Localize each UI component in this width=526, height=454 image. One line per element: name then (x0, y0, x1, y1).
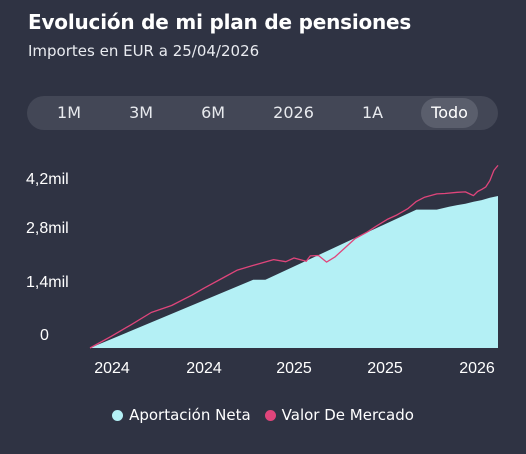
series-area-aportacion-neta (90, 196, 498, 348)
legend-dot-aportacion (112, 409, 124, 421)
x-tick-label: 2025 (367, 360, 403, 377)
pension-chart: 4,2mil 2,8mil 1,4mil 0 2024 2024 2025 20… (26, 164, 499, 377)
chart-subtitle: Importes en EUR a 25/04/2026 (28, 42, 260, 60)
legend-label-aportacion: Aportación Neta (129, 406, 251, 424)
period-button-3m[interactable]: 3M (129, 103, 154, 122)
period-button-2026[interactable]: 2026 (273, 103, 314, 122)
y-tick-label: 0 (40, 327, 49, 344)
legend-item-mercado[interactable]: Valor De Mercado (264, 406, 414, 424)
y-tick-label: 2,8mil (26, 220, 69, 237)
chart-title: Evolución de mi plan de pensiones (28, 10, 412, 34)
legend-item-aportacion[interactable]: Aportación Neta (112, 406, 251, 424)
period-button-1m[interactable]: 1M (57, 103, 82, 122)
legend-label-mercado: Valor De Mercado (281, 406, 414, 424)
period-selector: 1M 3M 6M 2026 1A Todo (27, 96, 498, 130)
period-button-todo[interactable]: Todo (421, 98, 478, 128)
x-tick-label: 2024 (186, 360, 222, 377)
x-tick-label: 2026 (459, 360, 495, 377)
x-tick-label: 2024 (94, 360, 130, 377)
y-tick-label: 4,2mil (26, 171, 69, 188)
x-tick-label: 2025 (276, 360, 312, 377)
period-button-1a[interactable]: 1A (361, 103, 384, 122)
chart-legend: Aportación Neta Valor De Mercado (0, 406, 526, 424)
legend-dot-mercado (264, 409, 276, 421)
y-tick-label: 1,4mil (26, 274, 69, 291)
series-line-valor-de-mercado (89, 164, 499, 349)
period-button-6m[interactable]: 6M (201, 103, 226, 122)
